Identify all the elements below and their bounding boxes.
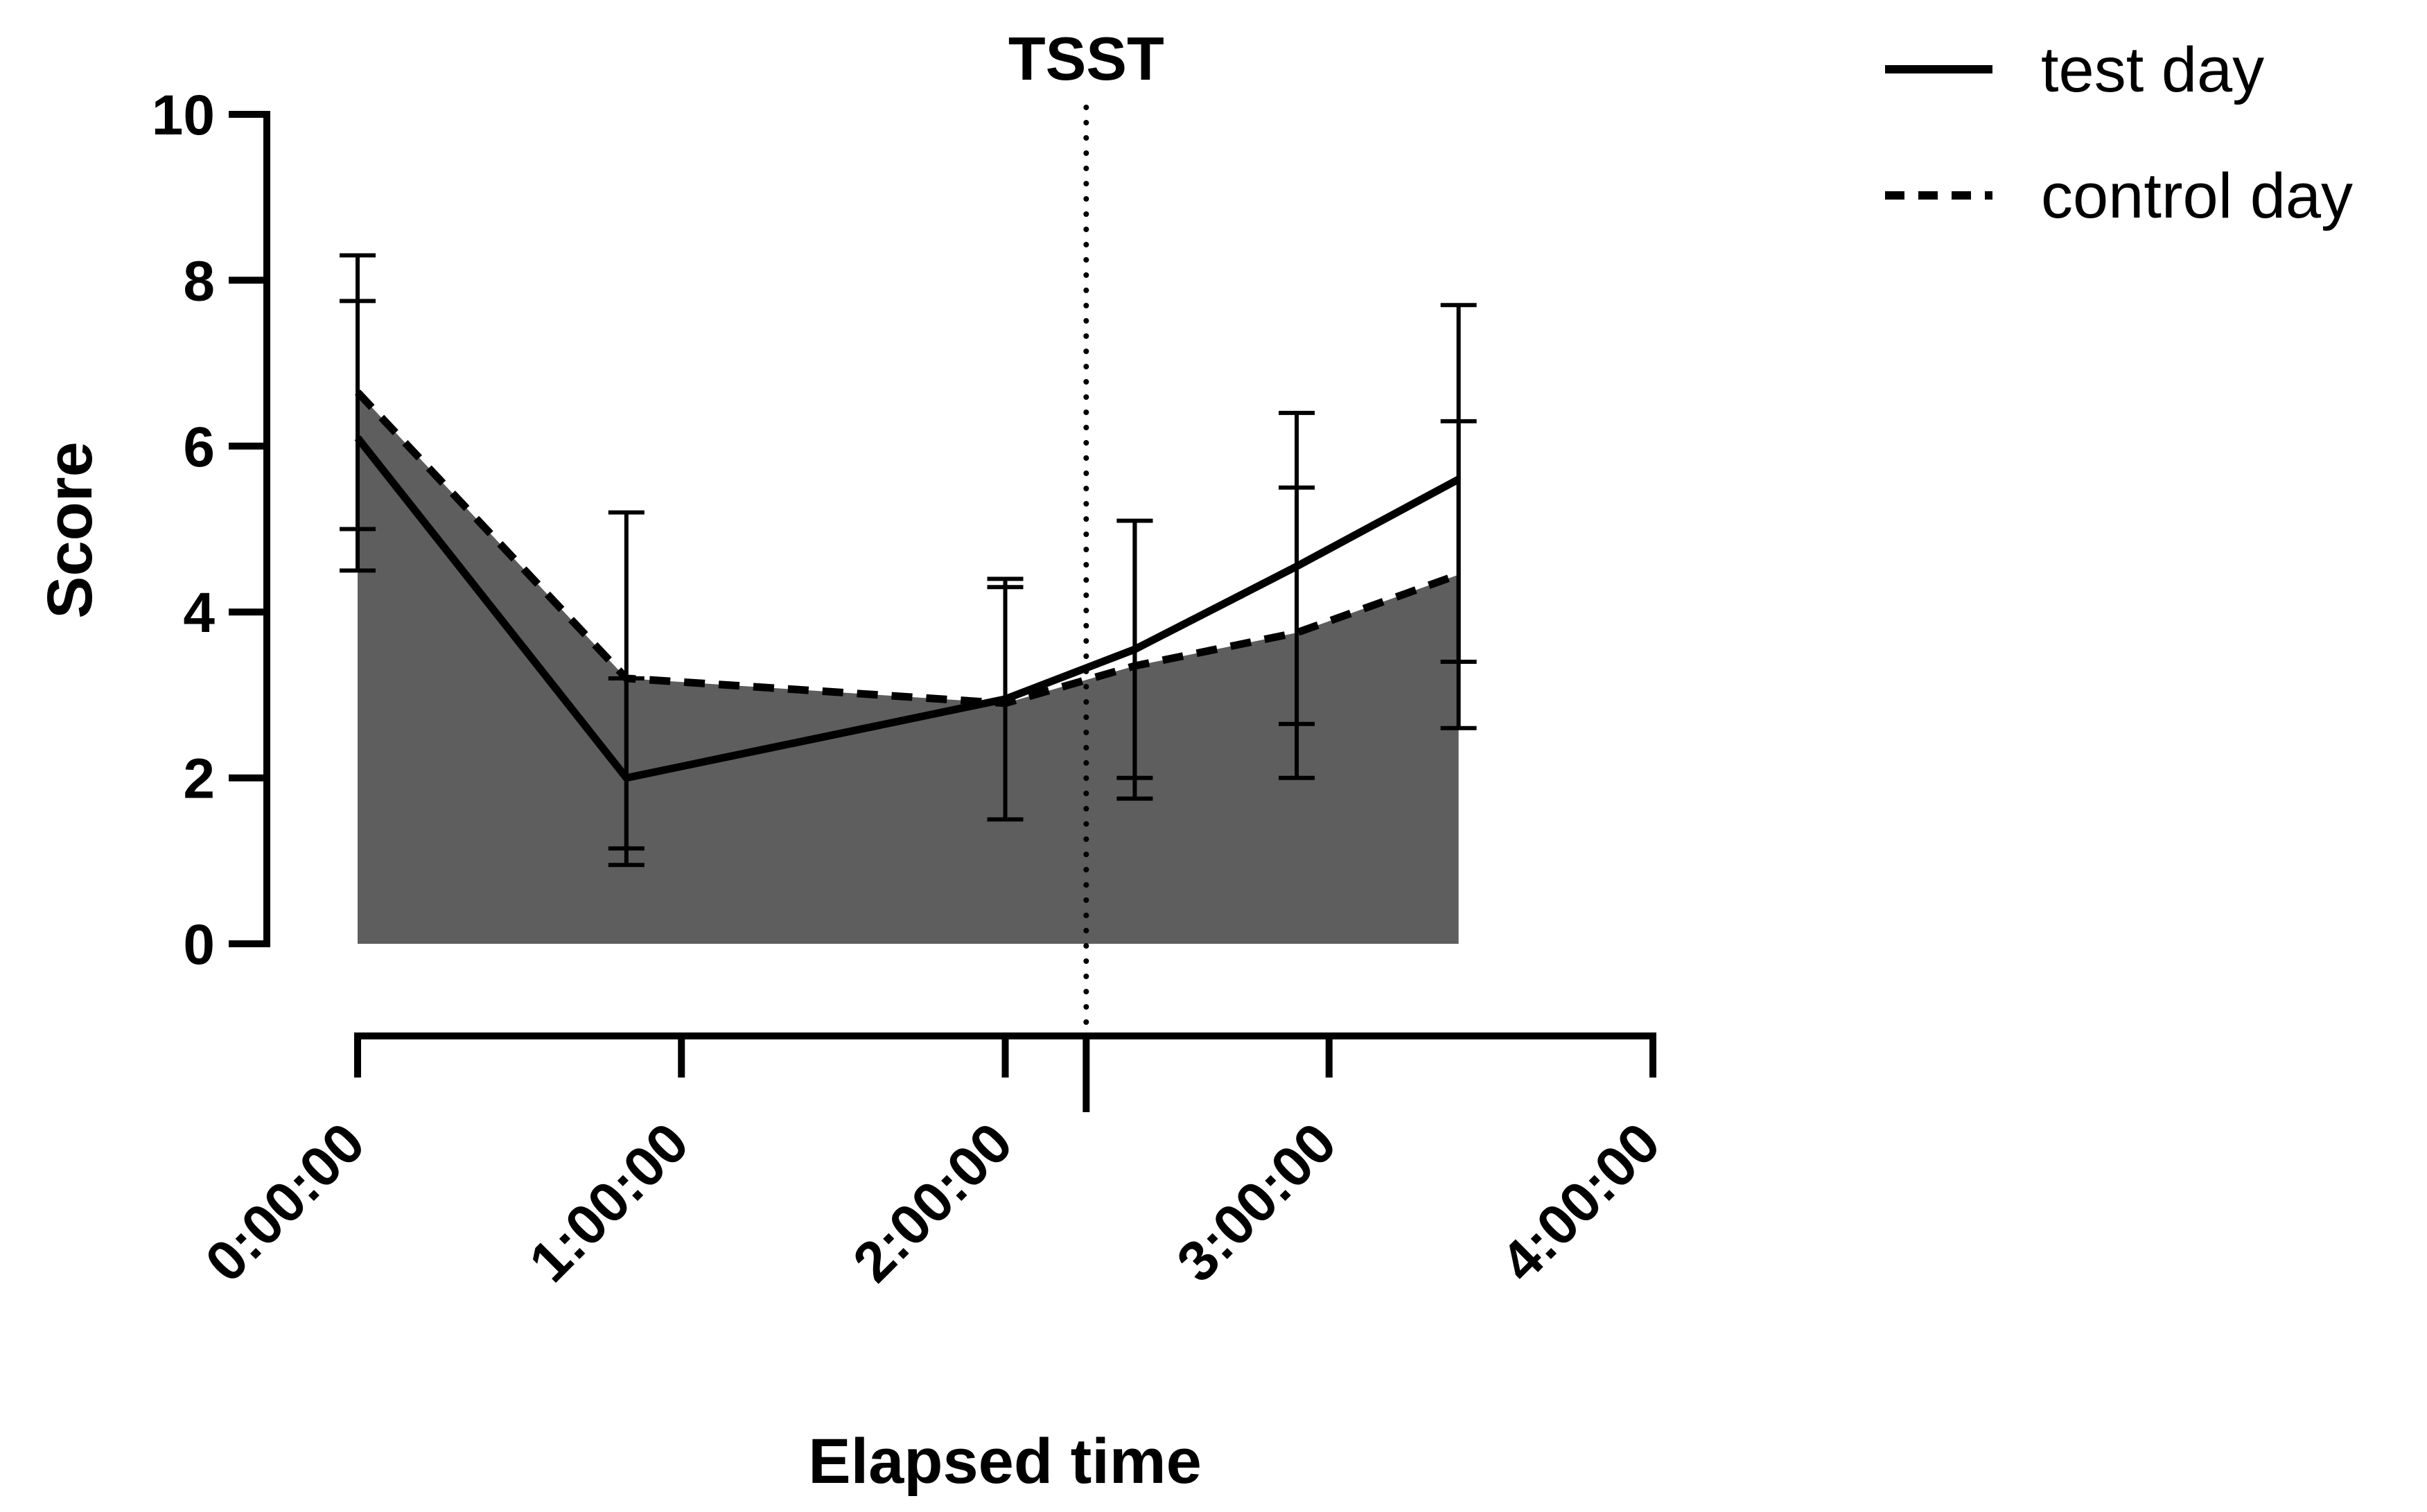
y-tick-label: 0 [183,913,215,976]
x-tick-label: 4:00:00 [1489,1111,1672,1294]
y-tick-label: 6 [183,416,215,479]
y-axis-title: Score [35,441,105,619]
x-tick-label: 0:00:00 [194,1111,377,1294]
x-tick-label: 3:00:00 [1165,1111,1348,1294]
tsst-label: TSST [1008,24,1164,93]
x-axis-title: Elapsed time [808,1426,1202,1497]
axes [229,111,1656,1078]
x-tick-label: 2:00:00 [841,1111,1024,1294]
y-tick-label: 10 [152,84,215,147]
legend: test day control day [1885,35,2353,231]
series-line-0 [354,435,1461,782]
y-tick-label: 2 [183,748,215,811]
x-tick-label: 1:00:00 [518,1111,701,1294]
legend-label-0: test day [2041,35,2264,105]
legend-label-1: control day [2041,161,2353,231]
fill-layer [358,392,1459,944]
area-fill-1 [358,392,1459,944]
y-tick-label: 4 [183,581,215,644]
y-tick-label: 8 [183,249,215,313]
error-bars [340,253,1477,868]
series-line-1 [354,389,1460,707]
